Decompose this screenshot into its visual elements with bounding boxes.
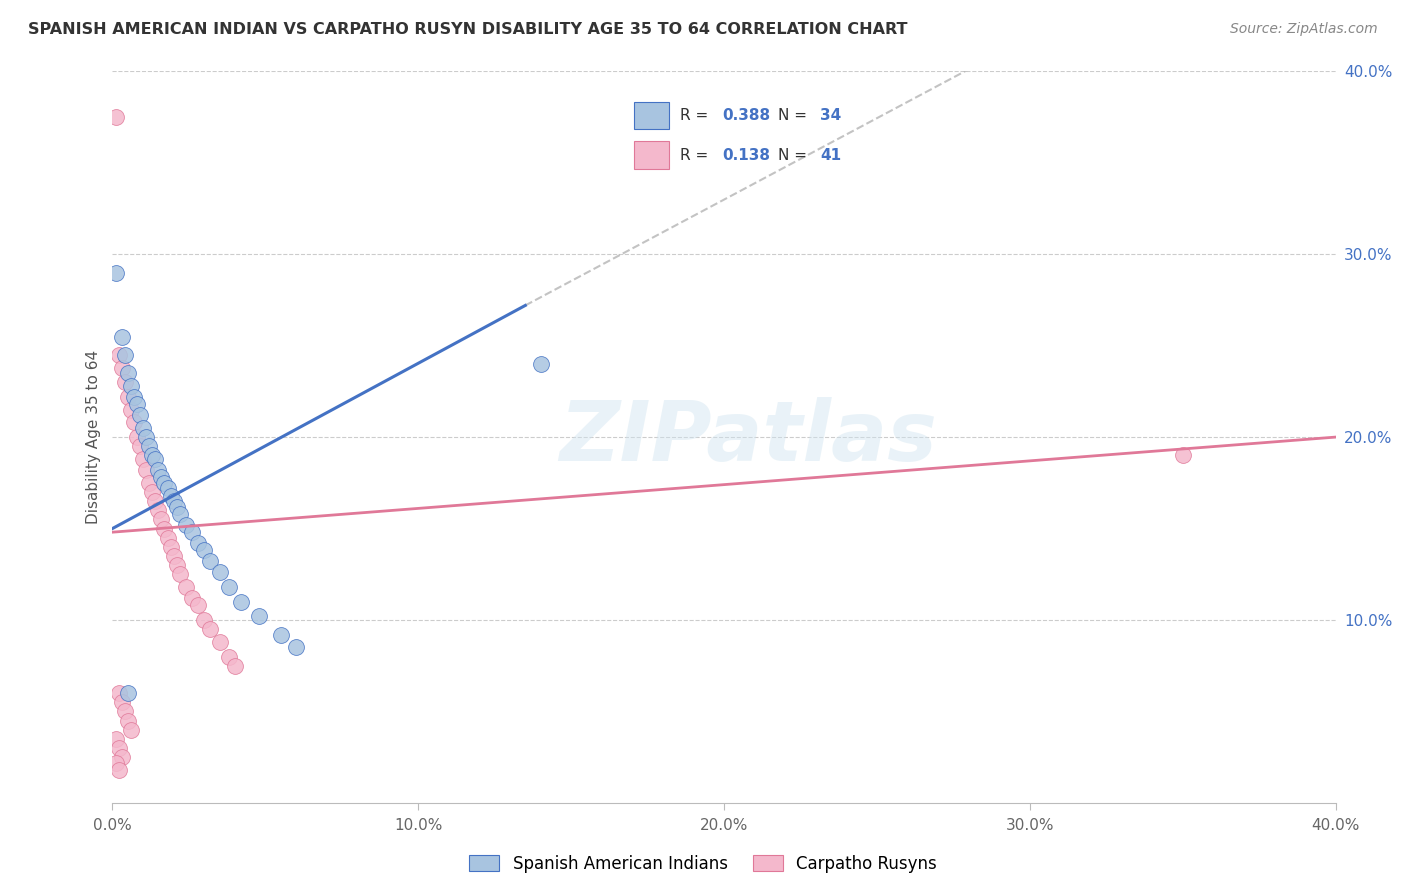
Point	[169, 507, 191, 521]
Point	[159, 540, 181, 554]
Text: N =: N =	[779, 108, 813, 123]
Text: ZIPatlas: ZIPatlas	[560, 397, 938, 477]
Point	[169, 567, 191, 582]
Point	[229, 594, 252, 608]
Point	[120, 723, 142, 737]
Point	[114, 376, 136, 390]
Point	[153, 475, 176, 490]
Point	[200, 554, 222, 568]
Point	[122, 416, 145, 430]
Point	[107, 763, 129, 777]
Point	[193, 543, 215, 558]
Point	[132, 421, 155, 435]
Point	[163, 494, 186, 508]
Point	[247, 609, 270, 624]
Point	[104, 756, 127, 770]
Point	[156, 481, 179, 495]
Point	[107, 686, 129, 700]
Text: R =: R =	[681, 108, 713, 123]
Point	[117, 714, 139, 728]
Point	[125, 430, 148, 444]
Point	[125, 397, 148, 411]
Point	[208, 566, 231, 580]
Text: R =: R =	[681, 148, 713, 162]
Point	[181, 525, 204, 540]
Point	[143, 452, 166, 467]
Point	[107, 348, 129, 362]
Point	[104, 731, 127, 746]
Point	[163, 549, 186, 563]
Point	[111, 695, 134, 709]
Text: Source: ZipAtlas.com: Source: ZipAtlas.com	[1230, 22, 1378, 37]
Point	[218, 580, 240, 594]
Point	[284, 640, 308, 655]
Point	[111, 329, 134, 343]
Point	[143, 494, 166, 508]
Point	[166, 500, 188, 514]
Point	[120, 379, 142, 393]
Text: 34: 34	[820, 108, 841, 123]
Point	[141, 449, 163, 463]
Point	[104, 110, 127, 124]
Point	[114, 348, 136, 362]
Point	[150, 512, 173, 526]
Point	[174, 580, 197, 594]
Point	[270, 627, 292, 641]
Point	[187, 599, 209, 613]
Point	[138, 439, 160, 453]
Point	[166, 558, 188, 573]
Point	[129, 408, 152, 422]
Point	[111, 360, 134, 375]
Point	[218, 649, 240, 664]
FancyBboxPatch shape	[634, 141, 669, 169]
Point	[159, 489, 181, 503]
Point	[193, 613, 215, 627]
FancyBboxPatch shape	[634, 102, 669, 129]
Point	[141, 485, 163, 500]
Y-axis label: Disability Age 35 to 64: Disability Age 35 to 64	[86, 350, 101, 524]
Text: SPANISH AMERICAN INDIAN VS CARPATHO RUSYN DISABILITY AGE 35 TO 64 CORRELATION CH: SPANISH AMERICAN INDIAN VS CARPATHO RUSY…	[28, 22, 908, 37]
Text: 0.138: 0.138	[721, 148, 769, 162]
Point	[148, 503, 170, 517]
Text: 0.388: 0.388	[721, 108, 770, 123]
Point	[138, 475, 160, 490]
Point	[181, 591, 204, 605]
Point	[148, 463, 170, 477]
Point	[122, 390, 145, 404]
Point	[117, 366, 139, 380]
Point	[187, 536, 209, 550]
Point	[104, 266, 127, 280]
Point	[150, 470, 173, 484]
Point	[132, 452, 155, 467]
Point	[156, 531, 179, 545]
Text: N =: N =	[779, 148, 813, 162]
Point	[200, 622, 222, 636]
Point	[153, 521, 176, 535]
Point	[114, 705, 136, 719]
Text: 41: 41	[820, 148, 841, 162]
Point	[117, 390, 139, 404]
Point	[107, 740, 129, 755]
Point	[129, 439, 152, 453]
Point	[117, 686, 139, 700]
Point	[174, 517, 197, 532]
Point	[111, 750, 134, 764]
Point	[530, 357, 553, 371]
Point	[208, 635, 231, 649]
Point	[120, 402, 142, 417]
Point	[135, 430, 157, 444]
Point	[135, 463, 157, 477]
Point	[224, 658, 246, 673]
Legend: Spanish American Indians, Carpatho Rusyns: Spanish American Indians, Carpatho Rusyn…	[463, 848, 943, 880]
Point	[1171, 449, 1194, 463]
